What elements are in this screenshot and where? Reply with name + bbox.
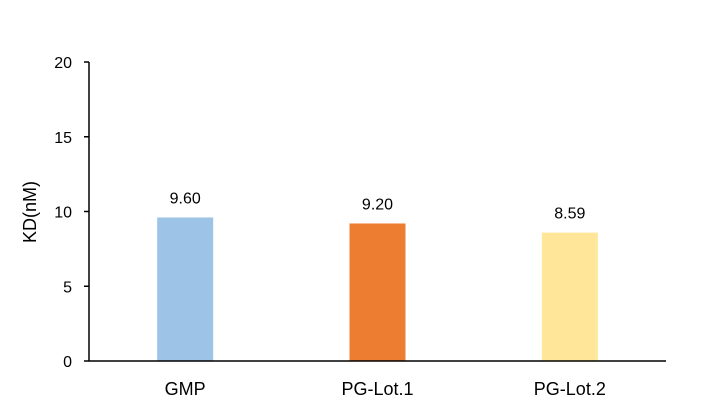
- bar-gmp: [157, 217, 214, 361]
- bar-pg-lot-1: [349, 223, 406, 361]
- bars: [157, 217, 598, 361]
- data-labels: 9.60 9.20 8.59: [170, 190, 586, 222]
- data-label-2: 8.59: [554, 206, 585, 223]
- y-axis-ticks: 0 5 10 15 20: [54, 55, 89, 371]
- data-label-1: 9.20: [362, 196, 393, 213]
- y-axis-title: KD(nM): [20, 181, 40, 243]
- category-labels: GMP PG-Lot.1 PG-Lot.2: [165, 379, 606, 399]
- category-label-1: PG-Lot.1: [341, 379, 413, 399]
- category-label-0: GMP: [165, 379, 206, 399]
- bar-pg-lot-2: [541, 232, 598, 361]
- y-tick-label-3: 15: [54, 130, 72, 147]
- y-tick-label-0: 0: [63, 354, 72, 371]
- y-tick-label-4: 20: [54, 55, 72, 72]
- y-tick-label-1: 5: [63, 279, 72, 296]
- category-label-2: PG-Lot.2: [534, 379, 606, 399]
- data-label-0: 9.60: [170, 190, 201, 207]
- y-tick-label-2: 10: [54, 205, 72, 222]
